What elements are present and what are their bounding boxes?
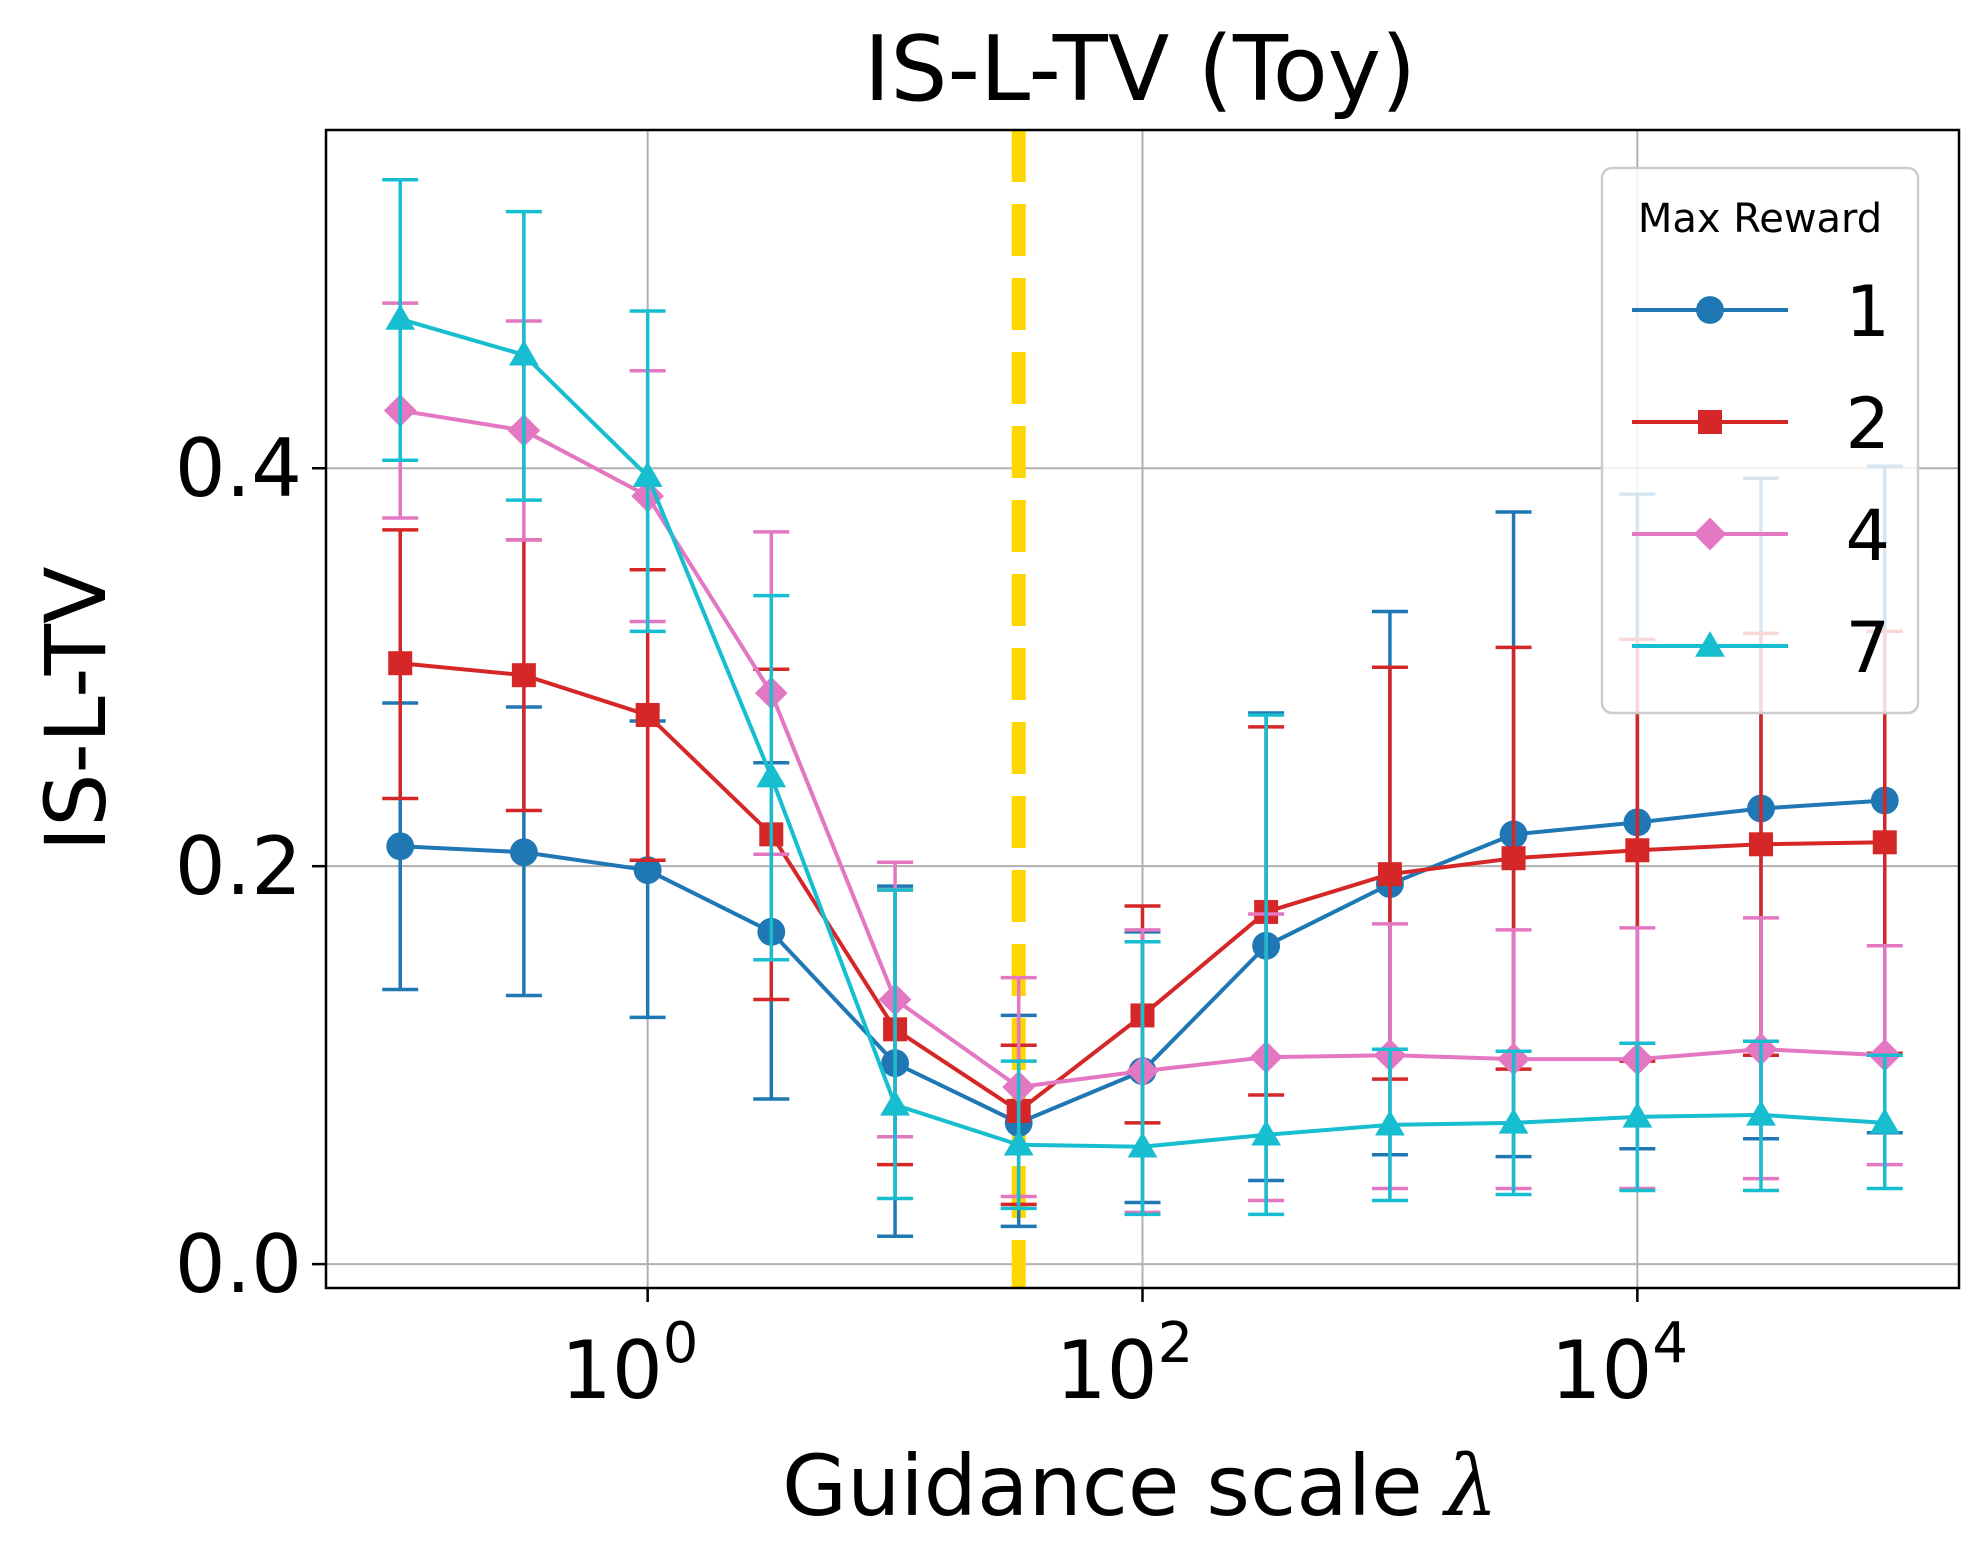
legend-entry-4: 4 — [1632, 495, 1890, 577]
data-point — [1746, 1100, 1776, 1126]
legend-label: 1 — [1845, 271, 1890, 353]
legend-label: 2 — [1845, 383, 1890, 465]
data-point — [1622, 1102, 1653, 1128]
data-point — [633, 856, 662, 885]
legend-label: 7 — [1845, 607, 1890, 689]
data-point — [385, 304, 416, 330]
data-point — [1377, 862, 1402, 887]
x-axis-ticks: 100 102 104 — [561, 1288, 1688, 1417]
x-tick-label-exponent: 2 — [1158, 1311, 1194, 1376]
data-point — [1869, 1107, 1900, 1134]
data-point — [756, 761, 787, 788]
y-axis-ticks: 0.0 0.2 0.4 — [175, 422, 326, 1311]
legend-marker — [1698, 410, 1722, 434]
data-point — [1872, 830, 1897, 855]
x-tick-label-base: 10 — [1056, 1324, 1158, 1417]
x-tick-label: 102 — [1056, 1311, 1193, 1417]
legend-marker — [1695, 631, 1725, 657]
data-point — [880, 1090, 910, 1116]
legend-label: 4 — [1845, 495, 1890, 577]
legend-marker — [1696, 296, 1724, 324]
x-tick-label-base: 10 — [1551, 1324, 1653, 1417]
error-bar — [1124, 940, 1161, 1217]
chart-title: IS-L-TV (Toy) — [864, 17, 1416, 122]
x-axis-label-text: Guidance scale — [782, 1437, 1423, 1535]
data-point — [1498, 1107, 1529, 1134]
legend-box — [1600, 166, 1920, 715]
data-point — [1127, 1131, 1158, 1158]
error-bar — [877, 888, 914, 1201]
data-point — [386, 832, 415, 861]
series-7 — [382, 177, 1903, 1217]
legend-marker — [1693, 517, 1727, 551]
legend-title: Max Reward — [1638, 196, 1882, 242]
legend-entries: 1 2 4 7 — [1632, 271, 1890, 689]
data-point — [1251, 1119, 1282, 1146]
data-point — [1003, 1129, 1034, 1156]
data-point — [509, 838, 538, 867]
x-axis-label-symbol: λ — [1442, 1437, 1498, 1535]
data-point — [1375, 1109, 1405, 1136]
legend-entry-1: 1 — [1632, 271, 1890, 353]
data-point — [1625, 838, 1650, 863]
data-point — [635, 702, 660, 727]
x-axis-label: Guidance scale λ — [782, 1437, 1498, 1535]
data-point — [508, 339, 539, 366]
legend-entry-7: 7 — [1632, 607, 1890, 689]
data-point — [632, 461, 663, 487]
data-point — [1501, 846, 1526, 871]
x-tick-label: 104 — [1551, 1311, 1688, 1417]
y-tick-label: 0.2 — [175, 820, 302, 913]
y-tick-label: 0.0 — [175, 1218, 302, 1311]
data-point — [1748, 832, 1773, 857]
series-layer — [382, 177, 1903, 1239]
legend: Max Reward 1 2 4 7 — [1600, 166, 1920, 715]
x-tick-label-exponent: 4 — [1652, 1311, 1688, 1376]
data-point — [388, 651, 413, 676]
y-tick-label: 0.4 — [175, 422, 302, 515]
y-axis-label: IS-L-TV — [27, 566, 125, 851]
legend-entry-2: 2 — [1632, 383, 1890, 465]
x-tick-label-base: 10 — [561, 1324, 663, 1417]
x-tick-label-exponent: 0 — [663, 1311, 699, 1376]
data-point — [511, 663, 536, 688]
x-tick-label: 100 — [561, 1311, 698, 1417]
